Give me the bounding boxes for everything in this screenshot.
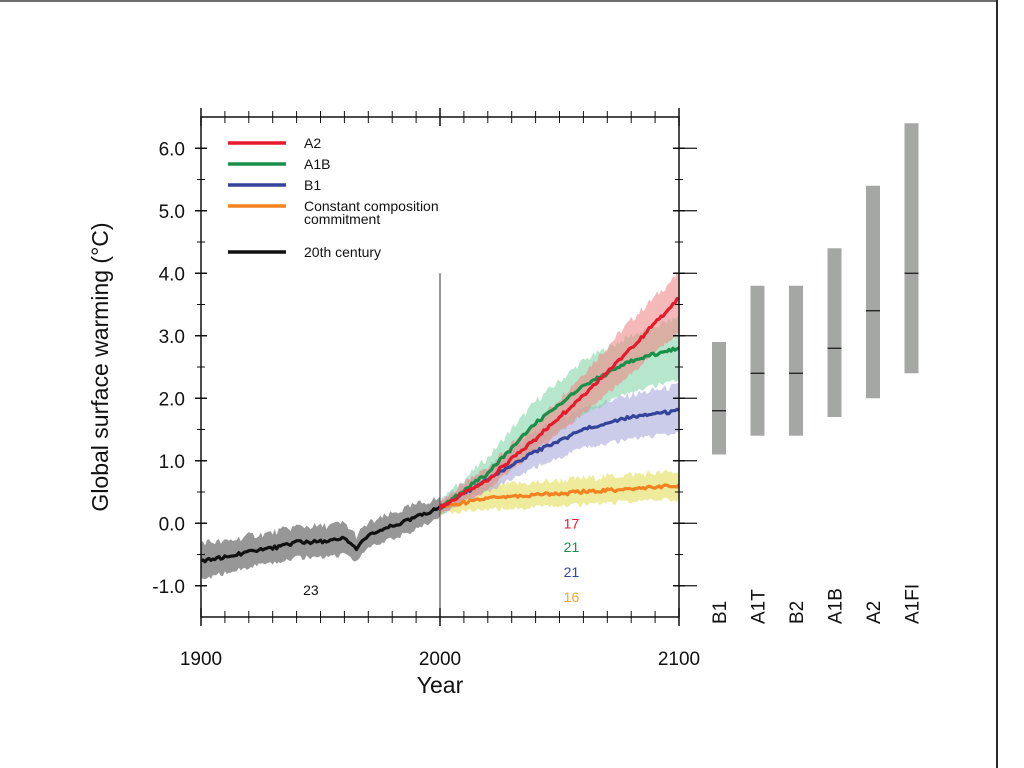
line-20th-century [201, 505, 442, 564]
y-tick-label: 1.0 [159, 452, 185, 473]
y-tick-label: 3.0 [159, 327, 185, 348]
x-axis-title: Year [417, 672, 464, 698]
bar-label-a1fi: A1FI [903, 584, 924, 624]
bar-label-a2: A2 [864, 601, 885, 624]
band-a2 [440, 271, 679, 517]
legend-label-constant-composition-commitment: commitment [304, 211, 380, 227]
y-tick-label: 6.0 [159, 139, 185, 160]
range-bar-b2 [789, 285, 803, 436]
legend-label-b1: B1 [304, 177, 321, 193]
frame-top-border [0, 0, 998, 2]
y-tick-label: 0.0 [159, 514, 185, 535]
model-count-label: 23 [303, 582, 319, 598]
legend-label-a1b: A1B [304, 156, 330, 172]
warming-chart: 6.0 5.0 4.0 3.0 2.0 1.0 0.0 -1.0 1900 2000 2100 A2… [87, 108, 924, 698]
model-count-label: 21 [564, 539, 580, 555]
x-tick-label: 1900 [180, 649, 222, 670]
legend-label-20th-century: 20th century [304, 244, 381, 260]
model-count-labels: 23 17 21 21 16 [303, 515, 579, 605]
range-bar-a1b [827, 248, 842, 417]
y-tick-label: 2.0 [159, 389, 185, 410]
legend-label-constant-composition-commitment: Constant composition [304, 198, 439, 214]
model-count-label: 17 [564, 515, 580, 531]
band-b1 [440, 383, 679, 514]
y-tick-label: 5.0 [159, 202, 185, 223]
y-tick-label: -1.0 [152, 577, 185, 598]
bar-label-a1t: A1T [749, 589, 770, 624]
range-bar-a1fi [904, 123, 919, 374]
range-bar-b1 [712, 342, 726, 455]
frame-right-border [996, 0, 998, 768]
x-tick-label: 2100 [658, 649, 700, 670]
band-constant-composition-commitment [440, 469, 679, 515]
range-bar-a1t [750, 285, 765, 436]
line-a1b [439, 346, 679, 510]
bar-label-b1: B1 [710, 601, 731, 624]
y-tick-label: 4.0 [159, 264, 185, 285]
series-lines [201, 297, 679, 564]
model-count-label: 16 [564, 589, 580, 605]
y-axis-title: Global surface warming (°C) [87, 222, 113, 511]
line-constant-composition-commitment [439, 483, 679, 509]
legend-label-a2: A2 [304, 135, 321, 151]
x-tick-label: 2000 [419, 649, 461, 670]
line-a2 [438, 297, 679, 511]
axis-ticks: 6.0 5.0 4.0 3.0 2.0 1.0 0.0 -1.0 1900 2000 2100 [152, 108, 700, 670]
range-bar-a2 [866, 185, 880, 399]
band-20th-century [201, 496, 440, 580]
bar-label-a1b: A1B [826, 588, 847, 624]
bar-label-b2: B2 [787, 601, 808, 624]
model-count-label: 21 [564, 564, 580, 580]
range-bars: B1 A1T B2 A1B A2 A1FI [710, 123, 924, 624]
